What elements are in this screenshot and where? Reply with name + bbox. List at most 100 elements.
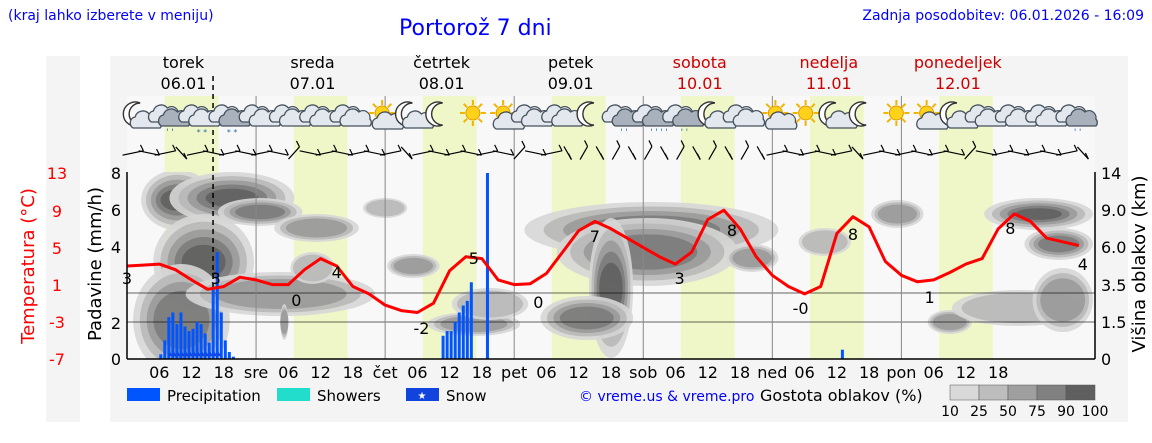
cloud-density-title: Gostota oblakov (%) [760,386,923,405]
cloud-shape [732,108,766,127]
cloud-density-step: 100 [1082,404,1109,420]
wind-shaft [579,146,589,160]
temp-extreme-label: -0 [793,299,809,318]
wind-feather [648,140,653,147]
precip-bar [469,282,473,359]
cloud-blob [285,218,348,238]
sun-ray [477,103,483,109]
wind-barb [676,140,685,160]
region-hint[interactable]: (kraj lahko izberete v meniju) [8,8,214,24]
day-name-5: nedelja [799,53,858,72]
cloud-density-swatch [1007,384,1038,401]
x-tick-label: 06 [794,363,814,382]
wind-barb [513,140,526,160]
wind-barb [740,140,750,160]
wind-feather [712,140,717,147]
wind-feather [284,148,289,156]
x-tick-label: 06 [149,363,169,382]
sun-ray [810,117,816,123]
precip-tick: 8 [111,164,121,183]
x-tick-label: 12 [956,363,976,382]
x-tick-label: 06 [407,363,427,382]
temperature-tick: 1 [52,276,62,295]
precip-bar [191,328,195,359]
precip-bar [457,312,461,359]
cloud-blob [1015,208,1062,220]
wind-feather [397,144,402,152]
wind-barb [175,146,188,160]
snow-marker: ★ [204,351,210,359]
wind-barb [851,146,864,160]
temperature-line [126,208,1080,314]
wind-barb [643,140,653,160]
sun-ray [493,103,499,109]
sun-ray [477,117,483,123]
temp-extreme-label: 5 [469,249,479,268]
x-tick-label: sob [629,363,657,382]
x-tick-label: čet [373,363,398,382]
wind-feather [139,144,144,152]
wind-shaft [492,150,514,156]
wind-shaft [964,146,977,160]
wind-feather [268,144,273,152]
precip-bar [207,342,211,359]
wind-barb [154,144,177,156]
wind-feather [521,140,526,148]
sun-ray [795,117,801,123]
temp-extreme-label: 3 [674,269,684,288]
x-tick-label: sre [244,363,268,382]
snow-marker: ★ [188,351,194,359]
moon-shape [576,101,595,127]
snow-marker: ★ [179,351,185,359]
wind-shaft [851,146,864,160]
snow-marker: ★ [183,351,189,359]
precip-bar [215,252,219,359]
rain-drop: ' [681,128,683,138]
wind-feather [912,144,917,152]
wind-barb [627,146,637,160]
temp-extreme-label: 0 [533,293,543,312]
day-name-0: torek [163,53,205,72]
wind-shaft [380,150,402,156]
cloud-blob [801,230,848,254]
x-tick-label: 18 [988,363,1008,382]
precip-bar [231,356,235,359]
cloud-blob [877,204,918,224]
cloud-rain-icon: ' ' [1055,104,1098,138]
precip-bar [159,354,163,359]
sun-ray [387,103,393,109]
sun-ray [780,103,786,109]
rain-drop: ' [650,128,652,138]
wind-feather [333,144,338,152]
sun-ray [795,103,801,109]
precipitation-swatch [127,388,160,401]
snow-marker: ★ [192,351,198,359]
wind-feather [961,148,966,156]
wind-feather [761,153,766,160]
wind-shaft [1076,146,1089,160]
precip-bar [183,326,187,359]
wind-feather [972,140,977,148]
precip-bar [449,331,453,359]
day-date-4: 10.01 [677,74,723,93]
moon-shape [848,101,867,127]
day-date-0: 06.01 [161,74,207,93]
temperature-tick: 5 [52,239,62,258]
moon-icon [425,101,443,127]
sun-disc [888,105,904,121]
cloud-blob [456,290,524,318]
wind-feather [429,144,434,152]
precip-tick: 0 [111,350,121,369]
left-axis-strip [46,56,80,422]
cloud-density-swatch [1036,384,1067,401]
wind-feather [880,144,885,152]
precip-bar [175,324,179,359]
cloud-height-axis-label: Višina oblakov (km) [1129,175,1150,352]
wind-shaft [541,150,563,156]
cloud-density-step: 25 [970,404,988,420]
wind-feather [696,153,701,160]
wind-shaft [267,150,289,156]
wind-shaft [830,150,852,156]
cloud-density-step: 10 [941,404,959,420]
sun-ray [765,103,771,109]
